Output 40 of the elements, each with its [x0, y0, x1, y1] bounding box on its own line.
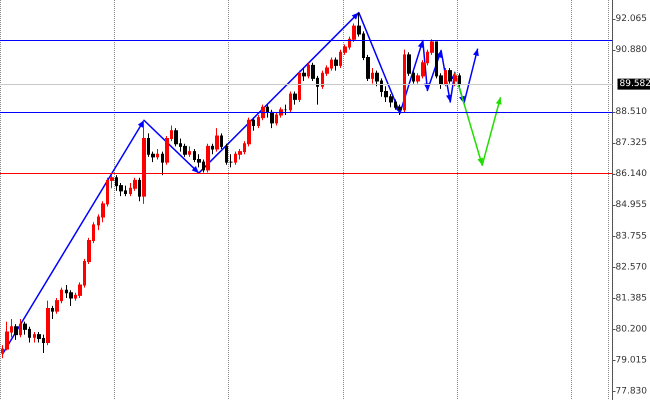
candlestick [284, 104, 287, 116]
candlestick [266, 104, 269, 118]
candlestick [161, 151, 164, 176]
ref-line-label: 89.582 [620, 79, 650, 90]
y-tick-label: 79.015 [616, 355, 648, 366]
candlestick [371, 67, 374, 84]
y-tick-label: 88.510 [616, 107, 648, 118]
candlestick [156, 148, 159, 160]
y-tick-label: 83.755 [616, 231, 648, 242]
candlestick [188, 146, 191, 158]
candlestick [302, 67, 306, 82]
y-tick-label: 81.385 [616, 293, 648, 304]
candlestick [51, 305, 54, 320]
candlestick [215, 128, 219, 152]
candlestick [46, 300, 50, 346]
y-tick-label: 86.140 [616, 169, 648, 180]
candlestick [293, 91, 297, 106]
y-tick-label: 90.880 [616, 45, 648, 56]
candlestick [334, 57, 338, 72]
y-tick-label: 80.200 [616, 324, 648, 334]
candlestick [298, 70, 301, 102]
candlestick [14, 324, 18, 340]
y-tick-label: 92.065 [616, 14, 648, 24]
candlestick [289, 91, 292, 113]
candlestick [220, 132, 223, 150]
candlestick [444, 67, 447, 87]
candlestick [403, 49, 406, 113]
candlestick [448, 67, 452, 84]
candlestick [307, 62, 310, 79]
candlestick [270, 109, 274, 129]
y-tick-label: 84.955 [616, 200, 648, 210]
candlestick [138, 177, 141, 202]
candlestick [458, 72, 461, 87]
candlestick [211, 143, 214, 155]
y-tick-label: 87.325 [616, 138, 648, 148]
candlestick [19, 318, 22, 338]
y-tick-label: 82.570 [616, 262, 648, 272]
candlestick [252, 117, 255, 132]
candlestick [33, 332, 36, 343]
y-tick-label: 77.830 [616, 386, 648, 396]
